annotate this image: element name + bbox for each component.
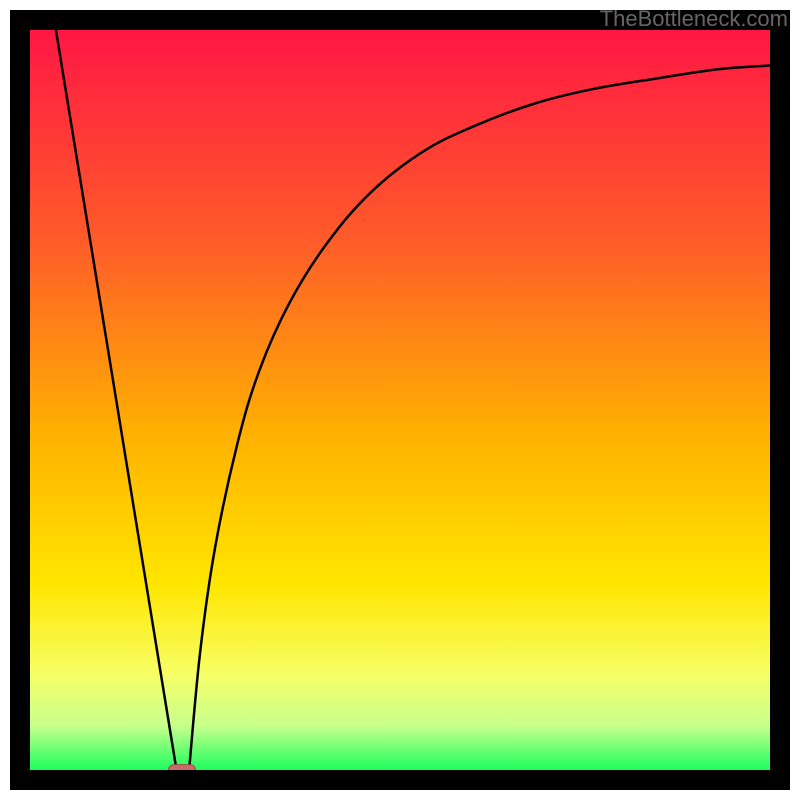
- chart-lines: [30, 30, 770, 770]
- chart-plot-area: [30, 30, 770, 770]
- optimum-marker: [168, 764, 196, 770]
- bottleneck-chart: TheBottleneck.com: [0, 0, 800, 800]
- watermark-text: TheBottleneck.com: [600, 6, 788, 32]
